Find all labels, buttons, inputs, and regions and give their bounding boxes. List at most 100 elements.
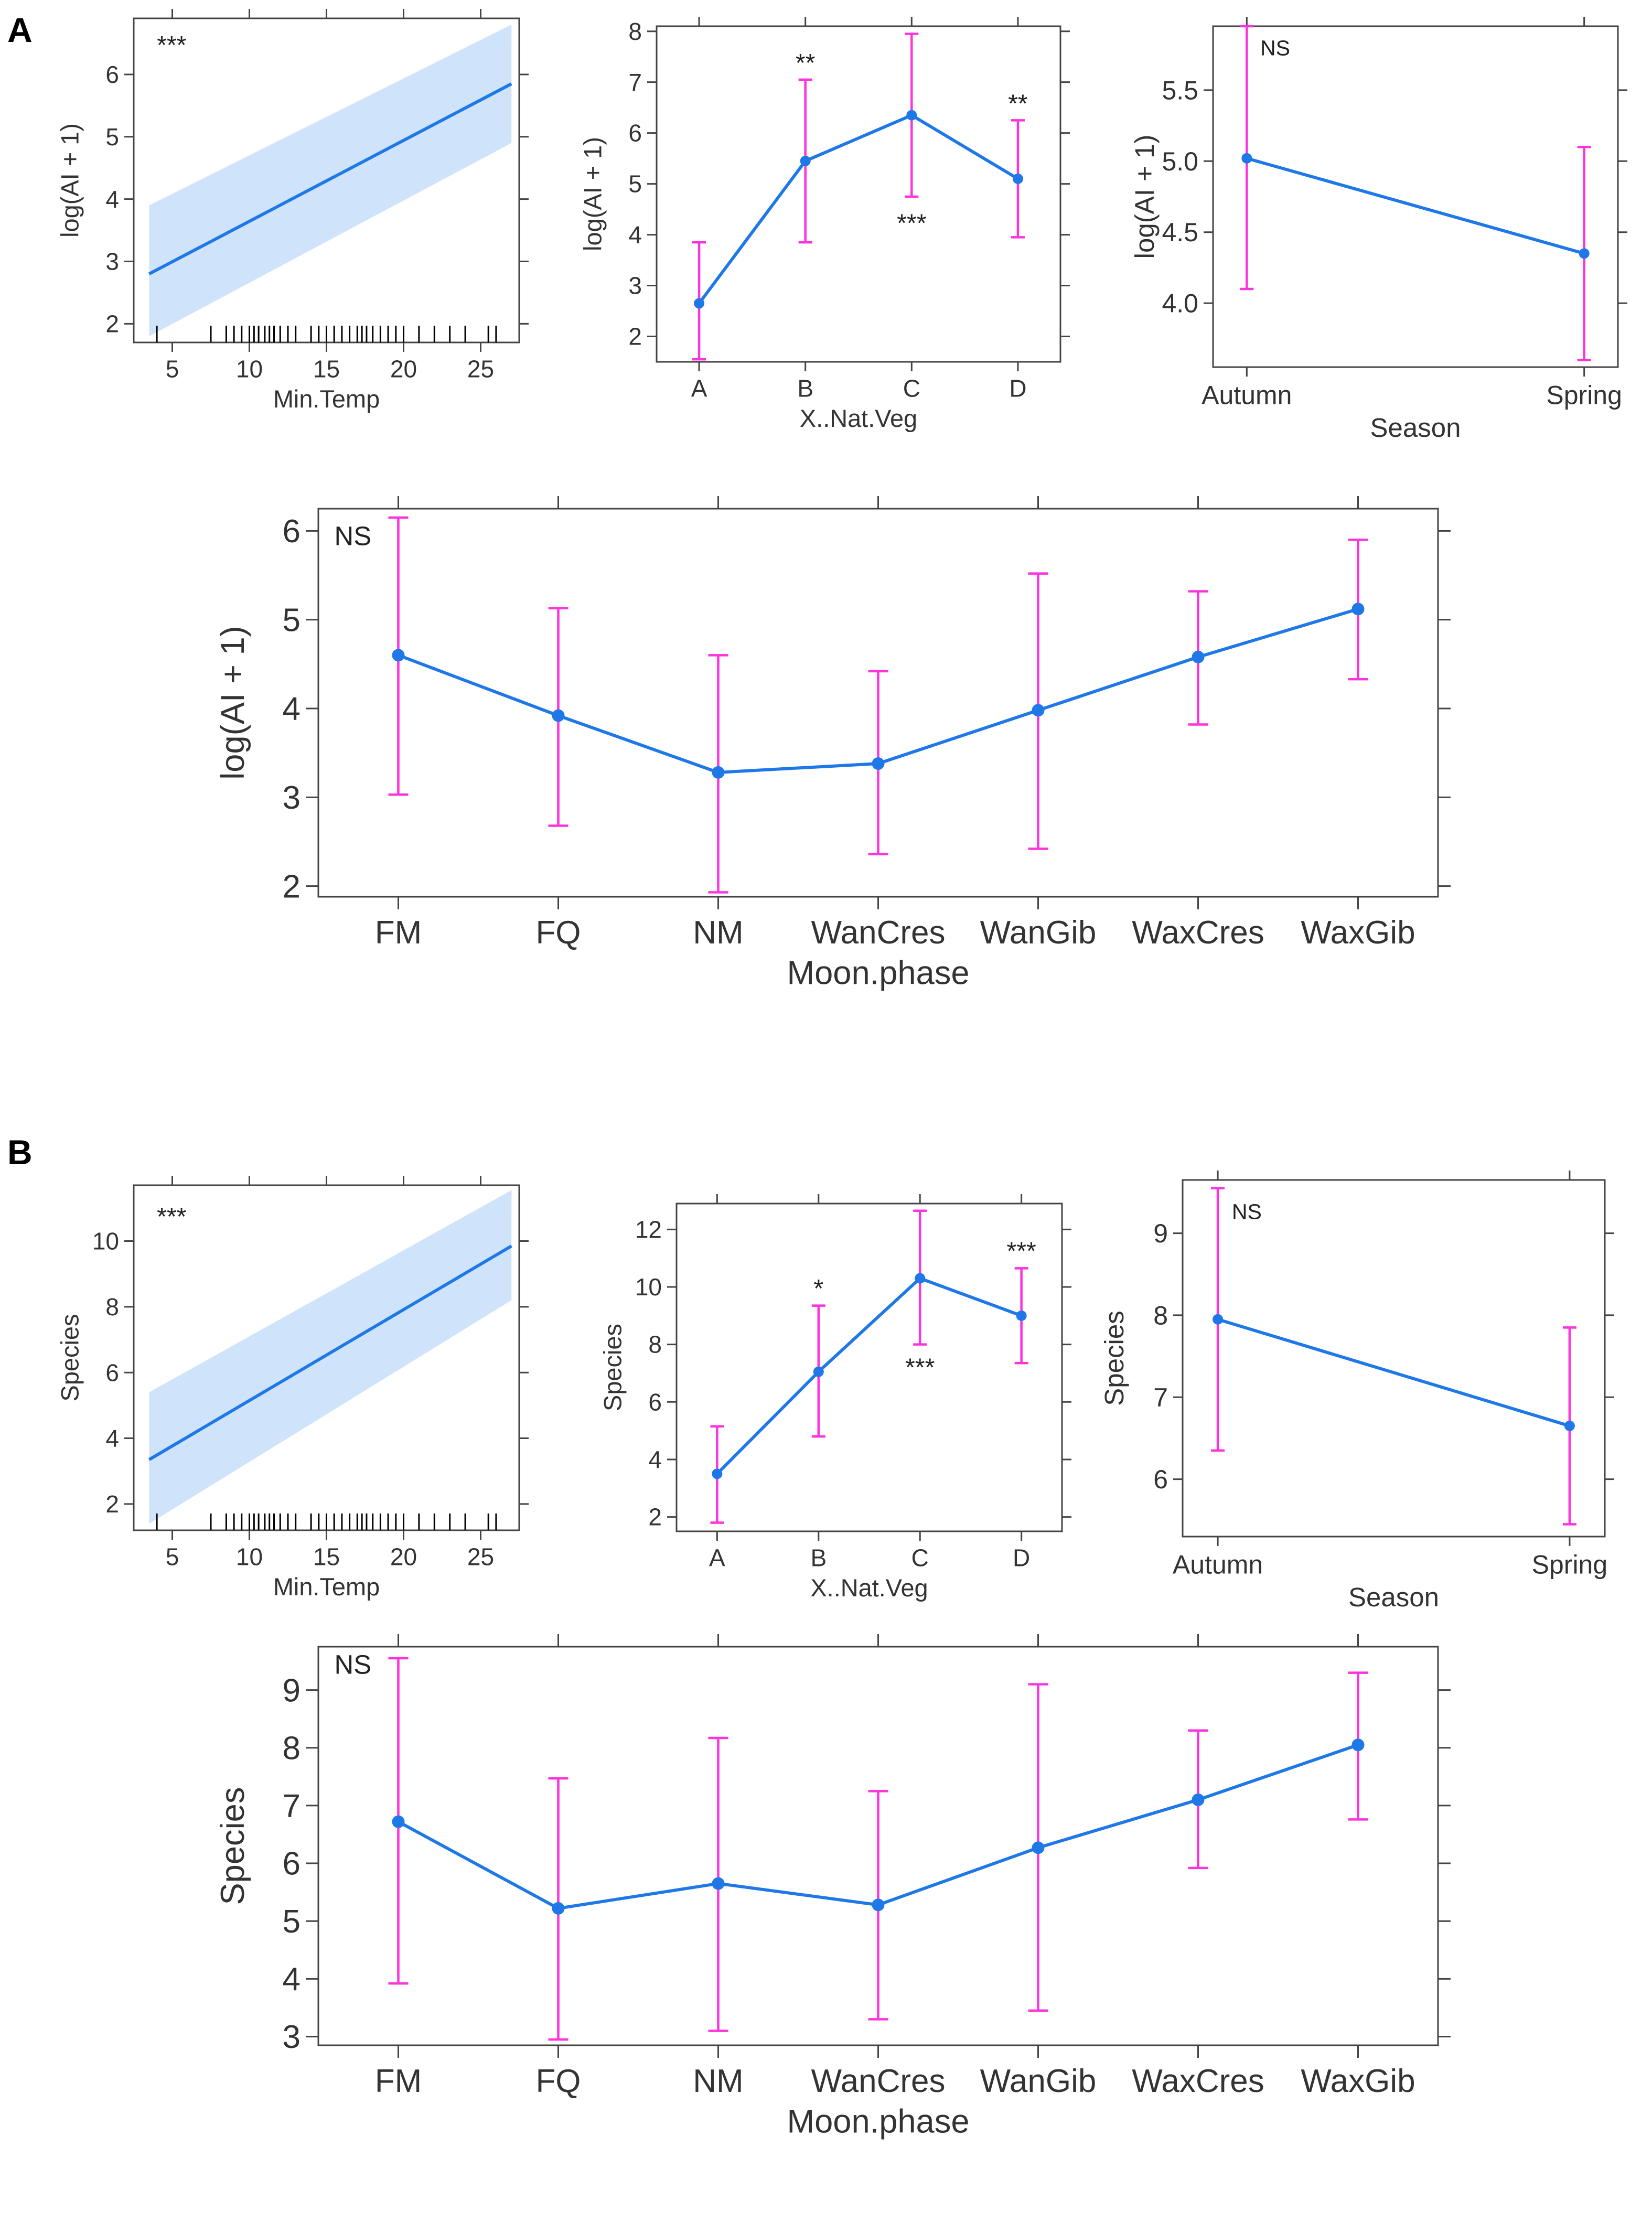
chart-b4: 3 4 5 6 7 8 9 FM FQ NM WanCres WanGib WaxCres WaxGib M… [214,1634,1451,2140]
chart-a1-ytick-label: 5 [105,123,119,151]
chart-a1-xlabel: Min.Temp [273,385,380,413]
chart-b3: 6 7 8 9 Autumn Spring Season Species NS [1099,1171,1614,1612]
chart-a4-xtick-label: WaxCres [1132,915,1264,951]
chart-a3-ytick-label: 5.5 [1162,76,1198,105]
chart-b4-xtick-label: WaxCres [1132,2063,1264,2099]
chart-a2-ylabel: log(AI + 1) [580,137,607,251]
chart-a4-point [552,709,565,722]
chart-b3-point [1564,1420,1575,1431]
chart-a4-significance-label: NS [335,521,372,551]
chart-b3-xlabel: Season [1348,1582,1439,1612]
chart-a2-significance-label: ** [796,49,816,78]
chart-a2-point [694,298,705,309]
chart-b4-significance-label: NS [335,1650,372,1680]
chart-b3-ytick-label: 7 [1153,1383,1168,1412]
chart-b3-ytick-label: 9 [1153,1219,1168,1248]
chart-a3-point [1579,248,1590,259]
panel-label-a: A [7,10,33,49]
chart-b2-significance-label: *** [905,1354,935,1382]
chart-a4-point [1032,704,1045,717]
chart-a2-point [1012,173,1023,184]
chart-a2-ytick-label: 5 [628,170,642,198]
chart-b4-xtick-label: WanCres [811,2063,945,2099]
chart-a4-ytick-label: 5 [283,602,301,638]
chart-a3-xtick-label: Spring [1546,381,1622,410]
chart-b1-xtick-label: 20 [390,1543,417,1570]
chart-a3-xtick-label: Autumn [1202,381,1292,410]
chart-b2-point [1016,1310,1027,1321]
chart-b2-ylabel: Species [599,1324,627,1411]
chart-b1-fit-line [148,1244,512,1461]
chart-a4-ytick-label: 4 [283,691,301,727]
chart-a3-frame [1212,25,1619,368]
chart-a4-point [872,757,885,770]
chart-b4-point [1192,1793,1205,1806]
chart-a4-ytick-label: 6 [283,513,301,550]
chart-a4-ylabel: log(AI + 1) [214,626,251,779]
chart-b3-ylabel: Species [1099,1311,1129,1405]
chart-b3-frame [1182,1179,1606,1538]
chart-b2-frame [675,1203,1063,1532]
chart-a2-ytick-label: 3 [628,272,642,299]
chart-b4-xlabel: Moon.phase [787,2103,969,2140]
chart-b3-xtick-label: Spring [1532,1550,1608,1580]
chart-b1-ytick-label: 4 [105,1425,119,1452]
panel-label-b: B [7,1133,33,1172]
chart-b4-point [1032,1841,1045,1854]
chart-b2-xtick-label: C [911,1544,929,1571]
chart-a2-ytick-label: 2 [628,323,642,350]
chart-b3-xtick-label: Autumn [1173,1550,1263,1580]
chart-b2-significance-label: *** [1006,1237,1036,1265]
chart-b1-ytick-label: 6 [105,1359,119,1386]
chart-b4-xtick-label: FQ [535,2063,581,2099]
chart-a2-ytick-label: 6 [628,120,642,147]
chart-a4: 2 3 4 5 6 FM FQ NM WanCres WanGib WaxCres WaxGib Moo… [214,496,1451,992]
chart-a1-xtick-label: 5 [166,355,179,382]
chart-a2-ytick-label: 4 [628,221,642,249]
chart-a2-series-line [698,113,1019,305]
chart-b4-xtick-label: FM [375,2063,422,2099]
chart-b4-ytick-label: 9 [283,1672,301,1709]
chart-a3-significance-label: NS [1260,36,1290,60]
chart-a2-significance-label: *** [897,209,927,238]
chart-b2-ytick-label: 8 [648,1331,662,1358]
chart-b2-ytick-label: 2 [648,1504,662,1531]
chart-a4-ytick-label: 2 [283,868,301,905]
chart-b4-ylabel: Species [214,1787,251,1905]
chart-a3-ytick-label: 5.0 [1162,147,1198,176]
chart-b2-ytick-label: 6 [648,1388,662,1415]
chart-a2-ytick-label: 8 [628,18,642,45]
chart-b1: 2 4 6 8 10 5 10 15 20 25 Min.Temp Species *** [57,1176,529,1601]
chart-b1-ylabel: Species [57,1314,84,1402]
chart-a4-point [1192,650,1205,663]
chart-a1: 2 3 4 5 6 5 10 15 20 25 Min.Temp log(AI + 1) *** [57,9,529,413]
chart-b1-xtick-label: 10 [236,1543,263,1570]
chart-b1-xlabel: Min.Temp [273,1573,380,1601]
chart-b1-ytick-label: 8 [105,1293,119,1321]
chart-b3-significance-label: NS [1232,1199,1262,1223]
chart-a1-xtick-label: 25 [467,355,494,382]
chart-a3-ytick-label: 4.5 [1162,218,1198,247]
chart-b3-ytick-label: 8 [1153,1301,1168,1330]
chart-b3-series-line [1217,1317,1570,1427]
chart-b3-point [1213,1314,1224,1325]
chart-a3-series-line [1246,156,1585,255]
chart-a4-xtick-label: FQ [535,915,581,951]
chart-a2-xtick-label: C [903,374,920,402]
chart-b4-point [552,1902,565,1915]
chart-b4-ytick-label: 6 [283,1846,301,1882]
chart-a2-xtick-label: A [691,374,707,402]
chart-a2-xtick-label: D [1009,374,1026,402]
chart-a4-ytick-label: 3 [283,780,301,816]
chart-a1-ytick-label: 3 [105,248,119,275]
chart-b4-point [1351,1738,1365,1752]
chart-a2-xlabel: X..Nat.Veg [800,405,917,432]
chart-b4-ytick-label: 4 [283,1961,301,1998]
chart-b4-ytick-label: 8 [283,1730,301,1766]
chart-a4-xtick-label: FM [375,915,422,951]
chart-b4-point [872,1898,885,1912]
chart-a1-xtick-label: 10 [236,355,263,382]
